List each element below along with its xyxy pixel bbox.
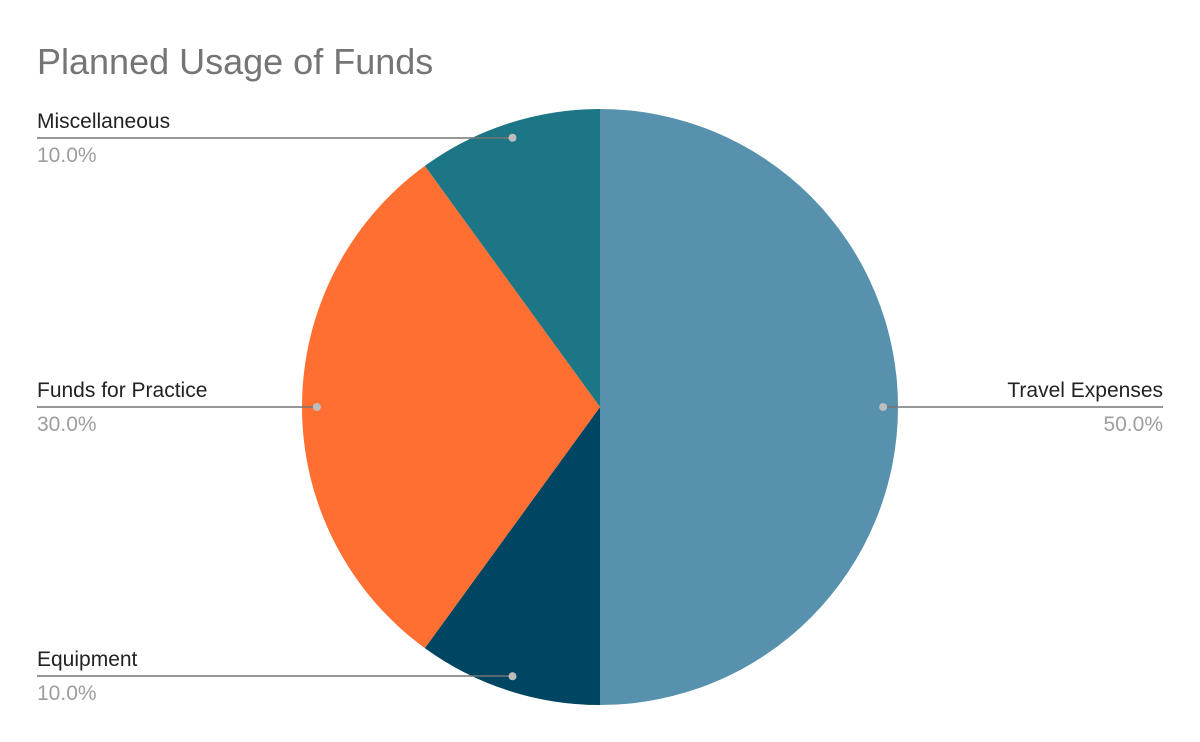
- chart-title: Planned Usage of Funds: [37, 41, 433, 82]
- pie-slice-travel-expenses: [600, 109, 898, 705]
- slice-label-miscellaneous: Miscellaneous: [37, 110, 170, 133]
- slice-percent-equipment: 10.0%: [37, 682, 97, 705]
- slice-percent-travel-expenses: 50.0%: [1103, 413, 1163, 436]
- leader-dot-equipment: [508, 672, 517, 681]
- leader-dot-funds-for-practice: [312, 403, 321, 411]
- slice-labels: Travel Expenses 50.0% Equipment 10.0% Funds …: [37, 110, 1163, 705]
- pie-slice-funds-for-practice: [302, 165, 600, 649]
- leader-lines: [37, 133, 1163, 681]
- slice-percent-miscellaneous: 10.0%: [37, 144, 97, 167]
- slice-label-equipment: Equipment: [37, 648, 138, 671]
- slice-label-funds-for-practice: Funds for Practice: [37, 379, 207, 402]
- leader-dot-travel-expenses: [879, 403, 888, 411]
- pie-slices: [302, 108, 898, 705]
- leader-dot-miscellaneous: [508, 133, 517, 142]
- slice-label-travel-expenses: Travel Expenses: [1007, 379, 1163, 402]
- pie-slice-miscellaneous: [424, 108, 600, 407]
- pie-slice-equipment: [424, 407, 600, 705]
- slice-percent-funds-for-practice: 30.0%: [37, 413, 97, 436]
